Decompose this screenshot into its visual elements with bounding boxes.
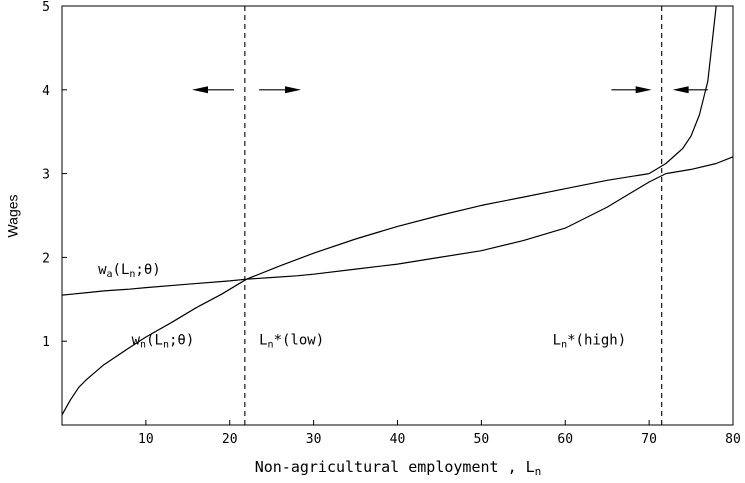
y-axis-ticks: 1 2 3 4 5 [42, 0, 67, 350]
x-tick-label: 80 [725, 432, 741, 447]
y-tick-label: 3 [42, 168, 50, 183]
y-tick-label: 5 [42, 0, 50, 15]
arrow-right [611, 86, 652, 94]
equilibrium-lines [244, 6, 663, 425]
x-tick-label: 10 [138, 432, 154, 447]
y-tick-label: 4 [42, 84, 50, 99]
series-line-wn [62, 6, 717, 416]
arrow-left [192, 86, 234, 94]
annotation-high: Ln*(high) [553, 333, 626, 351]
arrow-left [672, 86, 708, 94]
x-tick-label: 30 [306, 432, 322, 447]
x-tick-label: 40 [390, 432, 406, 447]
plot-frame [61, 5, 734, 426]
series-line-wa [62, 156, 733, 296]
stability-arrows [192, 86, 708, 94]
annotation-wn: wn(Ln;θ) [132, 333, 195, 351]
x-axis-ticks: 10 20 30 40 50 60 70 80 [138, 420, 741, 447]
x-tick-label: 50 [474, 432, 490, 447]
annotation-wa: wa(Ln;θ) [98, 262, 161, 280]
curves [62, 6, 733, 416]
x-axis-label: Non-agricultural employment , Ln [255, 458, 542, 478]
y-axis-label: Wages [5, 194, 21, 237]
arrow-right [259, 86, 302, 94]
y-tick-label: 1 [42, 335, 50, 350]
x-tick-label: 60 [557, 432, 573, 447]
plot-border [61, 5, 734, 426]
annotation-low: Ln*(low) [259, 333, 324, 351]
x-tick-label: 20 [222, 432, 238, 447]
x-tick-label: 70 [641, 432, 657, 447]
curve-annotations: wa(Ln;θ) wn(Ln;θ) Ln*(low) Ln*(high) [98, 262, 626, 350]
y-tick-label: 2 [42, 251, 50, 266]
